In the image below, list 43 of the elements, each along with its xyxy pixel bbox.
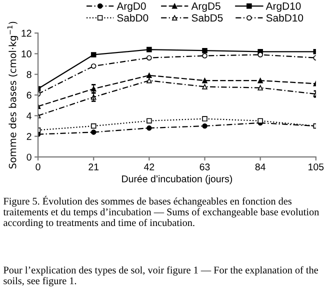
point bbox=[146, 46, 152, 52]
point bbox=[146, 125, 152, 131]
point bbox=[202, 84, 208, 90]
y-tick-label: 6 bbox=[26, 92, 32, 99]
x-axis-title: Durée d’incubation (jours) bbox=[122, 175, 232, 184]
legend-label: SabD5 bbox=[192, 14, 223, 22]
point bbox=[258, 78, 263, 84]
caption: Figure 5. Évolution des sommes de bases échangeables en fonction des traitements et du temps d’incubation — Sums of exchangeable base evolution according to treatments and time of incubation. bbox=[3, 196, 320, 228]
x-tick-label: 42 bbox=[144, 163, 154, 170]
text: Pour l’explication des types de sol, voir figure 1 — For the explanation of the soils, see figure 1. bbox=[4, 266, 318, 286]
point bbox=[258, 85, 263, 90]
x-tick-label: 21 bbox=[88, 163, 99, 170]
point bbox=[202, 116, 208, 122]
legend-label: SabD10 bbox=[266, 14, 304, 22]
x-tick-label: 63 bbox=[200, 163, 210, 170]
point bbox=[202, 78, 208, 84]
point bbox=[90, 52, 96, 58]
legend-label: SabD0 bbox=[117, 14, 148, 22]
y-axis-title: Somme des bases (cmol·kg$^{−1}$) bbox=[7, 22, 18, 168]
y-tick-label: 4 bbox=[26, 112, 32, 120]
point bbox=[202, 123, 208, 129]
x-tick-label: 0 bbox=[36, 163, 40, 170]
legend-label: ArgD10 bbox=[266, 2, 301, 12]
point bbox=[146, 118, 152, 124]
point bbox=[202, 48, 208, 54]
x-tick-label: 84 bbox=[255, 163, 266, 170]
y-tick-label: 8 bbox=[26, 71, 32, 78]
y-tick-label: 12 bbox=[22, 30, 32, 37]
point bbox=[258, 118, 263, 124]
point bbox=[90, 63, 96, 69]
point bbox=[146, 55, 152, 60]
point bbox=[146, 72, 152, 78]
y-tick-label: 0 bbox=[26, 154, 32, 161]
point bbox=[90, 123, 96, 129]
legend-label: ArgD0 bbox=[116, 2, 146, 12]
point bbox=[146, 78, 152, 84]
x-tick-label: 105 bbox=[308, 163, 324, 170]
point bbox=[258, 52, 263, 58]
y-tick-label: 10 bbox=[22, 50, 32, 58]
legend-label: ArgD5 bbox=[191, 2, 220, 12]
point bbox=[202, 53, 208, 58]
y-tick-label: 2 bbox=[26, 133, 32, 140]
point bbox=[90, 130, 96, 135]
